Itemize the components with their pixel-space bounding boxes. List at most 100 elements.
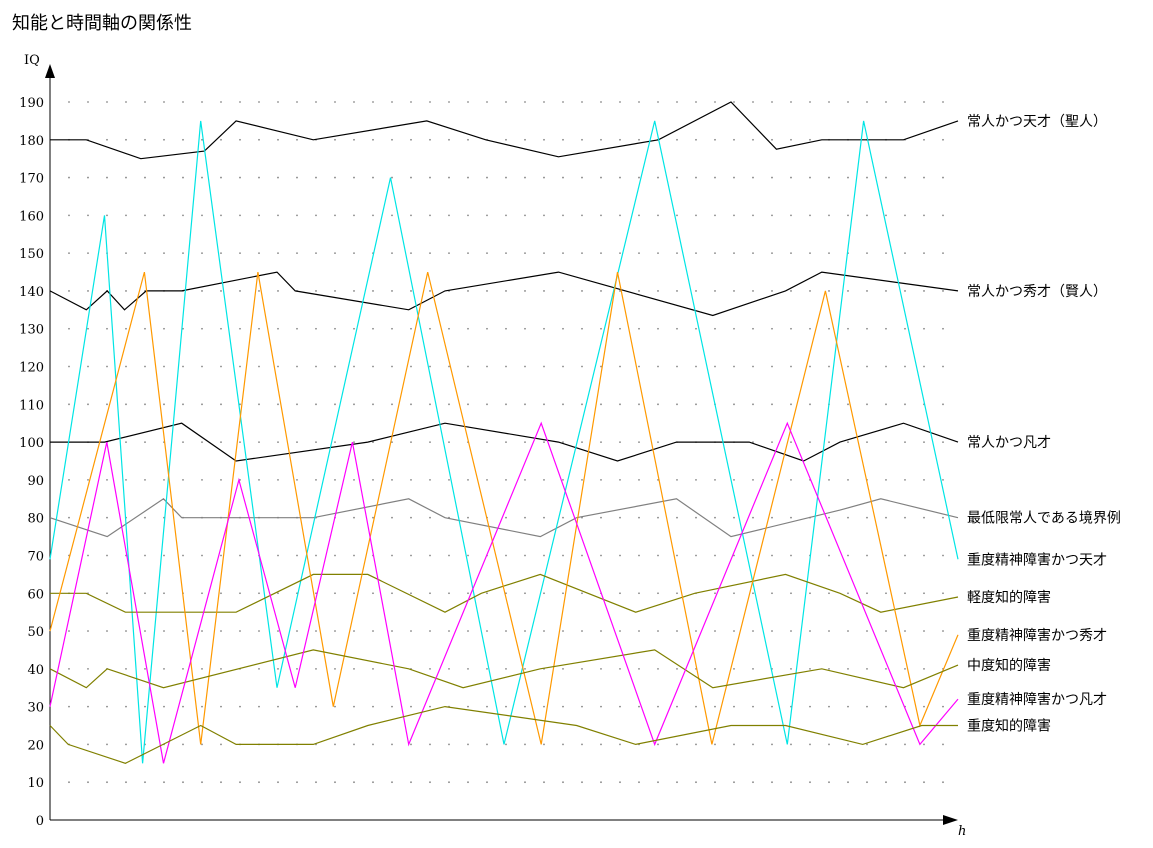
grid-dot <box>239 327 241 330</box>
grid-dot <box>334 327 336 330</box>
grid-dot <box>600 667 602 670</box>
grid-dot <box>220 554 222 557</box>
grid-dot <box>676 214 678 217</box>
grid-dot <box>410 290 412 292</box>
grid-dot <box>923 327 925 330</box>
series-label: 重度精神障害かつ凡才 <box>967 692 1107 708</box>
grid-dot <box>524 101 526 103</box>
grid-dot <box>790 138 792 141</box>
grid-dot <box>410 743 412 746</box>
grid-dot <box>885 214 887 217</box>
grid-dot <box>790 781 792 784</box>
grid-dot <box>752 101 754 103</box>
grid-dot <box>809 101 811 103</box>
grid-dot <box>353 705 355 708</box>
grid-dot <box>125 781 127 784</box>
grid-dot <box>410 365 412 368</box>
grid-dot <box>524 403 526 406</box>
grid-dot <box>904 554 906 557</box>
series-line <box>49 649 959 689</box>
grid-dot <box>885 516 887 519</box>
grid-dot <box>467 138 469 141</box>
grid-dot <box>296 478 298 481</box>
grid-dot <box>315 554 317 557</box>
grid-dot <box>828 101 830 103</box>
grid-dot <box>429 516 431 519</box>
grid-dot <box>695 327 697 330</box>
grid-dot <box>144 478 146 481</box>
grid-dot <box>638 667 640 670</box>
grid-dot <box>296 667 298 670</box>
grid-dot <box>125 176 127 179</box>
series-line <box>50 422 959 462</box>
grid-dot <box>771 403 773 406</box>
grid-dot <box>657 554 659 557</box>
grid-dot <box>467 290 469 292</box>
grid-dot <box>429 365 431 368</box>
grid-dot <box>163 101 165 103</box>
grid-dot <box>790 478 792 481</box>
grid-dot <box>486 667 488 670</box>
grid-dot <box>638 441 640 444</box>
grid-dot <box>657 290 659 292</box>
grid-dot <box>182 705 184 708</box>
grid-dot <box>752 630 754 632</box>
grid-dot <box>771 743 773 746</box>
grid-dot <box>391 743 393 746</box>
grid-dot <box>410 214 412 217</box>
grid-dot <box>315 327 317 330</box>
grid-dot <box>448 327 450 330</box>
grid-dot <box>391 554 393 557</box>
grid-dot <box>220 214 222 217</box>
grid-dot <box>372 630 374 632</box>
grid-dot <box>771 327 773 330</box>
grid-dot <box>638 327 640 330</box>
grid-dot <box>866 554 868 557</box>
grid-dot <box>448 252 450 255</box>
grid-dot <box>372 478 374 481</box>
grid-dot <box>695 478 697 481</box>
grid-dot <box>486 365 488 368</box>
grid-dot <box>277 403 279 406</box>
grid-dot <box>296 138 298 141</box>
grid-dot <box>505 327 507 330</box>
series-group <box>49 101 959 764</box>
grid-dot <box>125 592 127 595</box>
grid-dot <box>125 101 127 103</box>
grid-dot <box>771 365 773 368</box>
grid-dot <box>600 516 602 519</box>
grid-dot <box>562 781 564 784</box>
grid-dot <box>353 516 355 519</box>
grid-dot <box>296 327 298 330</box>
grid-dot <box>239 176 241 179</box>
grid-dot <box>752 327 754 330</box>
series-label: 常人かつ秀才（賢人） <box>967 284 1107 300</box>
series-label: 常人かつ天才（聖人） <box>967 114 1107 130</box>
grid-dot <box>809 176 811 179</box>
grid-dot <box>163 630 165 632</box>
grid-dot <box>277 781 279 784</box>
y-tick-label: 140 <box>19 285 44 300</box>
grid-dot <box>657 176 659 179</box>
grid-dot <box>334 441 336 444</box>
grid-dot <box>524 365 526 368</box>
grid-dot <box>334 478 336 481</box>
grid-dot <box>657 252 659 255</box>
grid-dot <box>657 705 659 708</box>
grid-dot <box>163 214 165 217</box>
grid-dot <box>353 478 355 481</box>
grid-dot <box>353 592 355 595</box>
grid-dot <box>467 252 469 255</box>
grid-dot <box>695 252 697 255</box>
grid-dot <box>391 214 393 217</box>
grid-dot <box>182 781 184 784</box>
grid-dot <box>600 705 602 708</box>
grid-dot <box>277 365 279 368</box>
grid-dot <box>448 176 450 179</box>
grid-dot <box>809 365 811 368</box>
grid-dot <box>334 781 336 784</box>
grid-dot <box>334 705 336 708</box>
grid-dot <box>296 176 298 179</box>
grid-dot <box>942 101 944 103</box>
grid-dot <box>372 176 374 179</box>
